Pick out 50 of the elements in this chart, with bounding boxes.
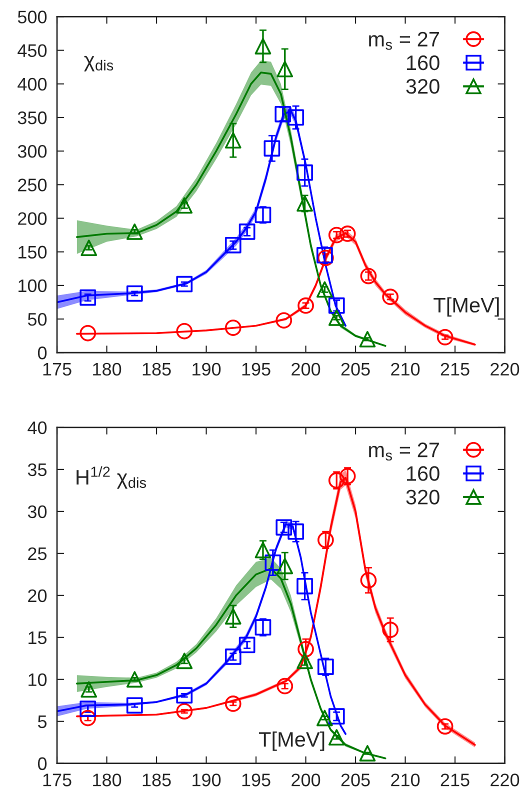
y-tick-label: 15 (28, 632, 47, 644)
y-tick-label: 500 (18, 10, 47, 24)
x-tick-label: 180 (93, 362, 122, 376)
legend-label: 160 (407, 466, 440, 481)
y-tick-label: 150 (18, 246, 47, 259)
x-tick-label: 215 (440, 774, 470, 786)
y-tick-label: 0 (38, 757, 47, 770)
x-tick-label: 190 (192, 774, 221, 786)
x-axis-title: T[MeV] (434, 297, 499, 317)
y-axis-title: H$^{1/2}$ χ$_{dis}$ (76, 466, 146, 489)
x-tick-label: 185 (142, 774, 171, 786)
x-tick-label: 175 (43, 774, 72, 786)
y-tick-label: 10 (28, 673, 47, 686)
y-tick-label: 100 (18, 279, 47, 292)
y-tick-label: 200 (18, 212, 47, 225)
x-axis-title: T[MeV] (258, 731, 324, 751)
legend-label: m$_{s}$ = 27 (369, 32, 439, 50)
x-tick-label: 200 (292, 362, 320, 376)
y-tick-label: 40 (28, 421, 47, 434)
x-tick-label: 220 (490, 774, 520, 786)
y-axis-title: χ$_{dis}$ (84, 56, 114, 72)
legend-label: 160 (407, 55, 440, 70)
x-tick-label: 205 (341, 362, 370, 376)
x-tick-label: 215 (440, 362, 470, 376)
x-tick-label: 195 (242, 362, 270, 376)
x-tick-label: 210 (391, 774, 420, 786)
legend-label: 320 (406, 490, 440, 505)
y-tick-label: 50 (28, 312, 47, 326)
y-tick-label: 0 (38, 346, 47, 360)
x-tick-label: 185 (142, 362, 171, 376)
x-tick-label: 205 (341, 774, 370, 786)
x-tick-label: 200 (292, 774, 320, 786)
x-tick-label: 210 (391, 362, 420, 376)
y-tick-label: 250 (18, 178, 47, 192)
x-tick-label: 195 (242, 774, 270, 786)
y-tick-label: 300 (18, 145, 47, 158)
y-tick-label: 20 (28, 589, 47, 602)
y-tick-label: 35 (28, 463, 47, 476)
x-tick-label: 175 (43, 363, 72, 376)
y-tick-label: 350 (18, 111, 47, 124)
y-tick-label: 450 (18, 44, 47, 58)
y-tick-label: 25 (28, 547, 47, 560)
legend-label: 320 (406, 79, 440, 94)
y-tick-label: 30 (28, 505, 47, 518)
y-tick-label: 400 (18, 78, 47, 91)
x-tick-label: 220 (490, 362, 520, 376)
y-tick-label: 5 (38, 715, 47, 728)
legend-label: m$_{s}$ = 27 (369, 442, 439, 461)
x-tick-label: 180 (93, 774, 122, 786)
x-tick-label: 190 (192, 362, 221, 376)
